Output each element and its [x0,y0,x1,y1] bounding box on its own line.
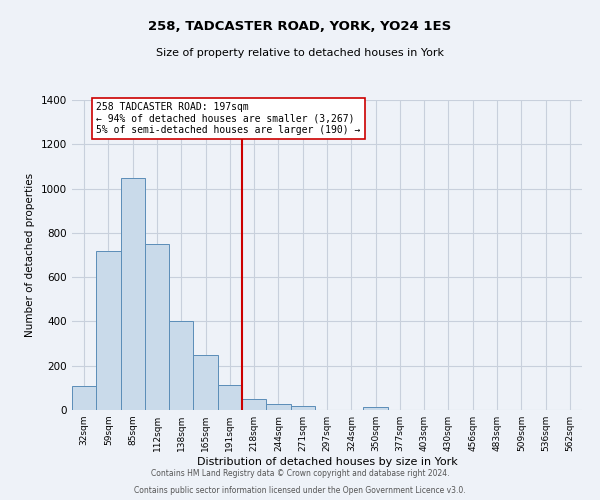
Bar [96,250,121,410]
Y-axis label: Number of detached properties: Number of detached properties [25,173,35,337]
Text: Contains HM Land Registry data © Crown copyright and database right 2024.: Contains HM Land Registry data © Crown c… [151,468,449,477]
Text: Contains public sector information licensed under the Open Government Licence v3: Contains public sector information licen… [134,486,466,495]
Bar [290,406,315,410]
Text: Size of property relative to detached houses in York: Size of property relative to detached ho… [156,48,444,58]
Bar [145,244,169,410]
Bar [169,322,193,410]
Bar [364,406,388,410]
Bar [218,385,242,410]
Text: 258, TADCASTER ROAD, YORK, YO24 1ES: 258, TADCASTER ROAD, YORK, YO24 1ES [148,20,452,33]
Bar [121,178,145,410]
Bar [266,404,290,410]
Bar [242,399,266,410]
X-axis label: Distribution of detached houses by size in York: Distribution of detached houses by size … [197,457,457,467]
Bar [193,355,218,410]
Text: 258 TADCASTER ROAD: 197sqm
← 94% of detached houses are smaller (3,267)
5% of se: 258 TADCASTER ROAD: 197sqm ← 94% of deta… [96,102,361,136]
Bar [72,386,96,410]
